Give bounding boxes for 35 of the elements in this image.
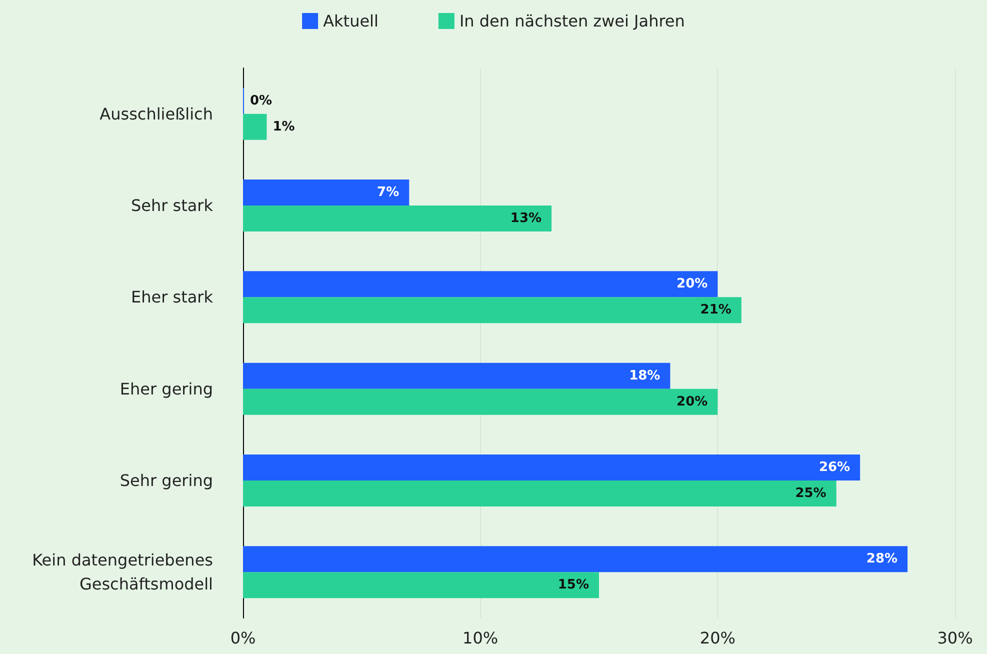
x-tick-label: 20% <box>700 628 736 648</box>
y-tick-label: Eher gering <box>120 379 213 398</box>
x-tick-label: 10% <box>462 628 498 648</box>
bar <box>243 388 718 415</box>
legend-label: In den nächsten zwei Jahren <box>459 12 685 30</box>
data-label: 18% <box>629 368 660 384</box>
bar <box>243 480 836 506</box>
bar <box>243 180 410 206</box>
data-label: 0% <box>250 93 272 108</box>
data-label: 20% <box>676 276 708 292</box>
data-label: 13% <box>510 211 542 226</box>
bar <box>243 297 742 324</box>
bar <box>243 114 267 140</box>
data-label: 26% <box>818 460 850 475</box>
bar <box>243 572 599 598</box>
data-label: 15% <box>558 578 589 593</box>
data-label: 21% <box>700 302 732 318</box>
y-tick-label: Eher stark <box>130 288 214 307</box>
y-tick-label: Sehr stark <box>130 196 214 215</box>
bar <box>243 206 552 232</box>
bar <box>243 271 718 298</box>
y-tick-label: Sehr gering <box>120 471 213 490</box>
data-label: 28% <box>866 552 898 567</box>
legend-label: Aktuell <box>323 12 378 30</box>
bar <box>243 362 670 389</box>
data-label: 25% <box>795 486 826 501</box>
y-tick-label: Ausschließlich <box>100 104 213 124</box>
data-label: 1% <box>272 119 295 134</box>
bar <box>243 546 908 572</box>
x-tick-label: 0% <box>230 628 256 648</box>
x-tick-label: 30% <box>937 628 973 648</box>
data-label: 7% <box>377 185 400 200</box>
y-tick-label: Kein datengetriebenes Geschäftsmodell <box>32 550 213 594</box>
bar <box>243 454 860 480</box>
data-label: 20% <box>676 394 708 410</box>
